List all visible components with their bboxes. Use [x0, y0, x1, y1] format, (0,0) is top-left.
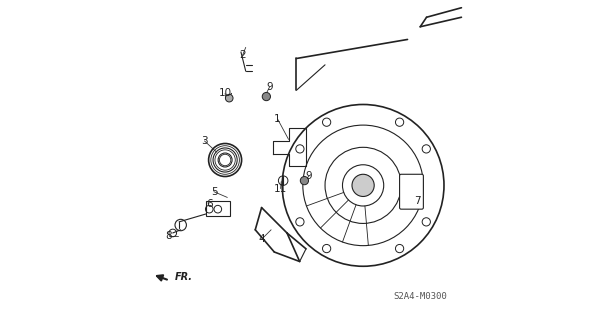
Text: 11: 11	[274, 184, 287, 194]
Circle shape	[262, 92, 271, 101]
Text: 4: 4	[258, 234, 265, 244]
Text: 9: 9	[306, 171, 313, 181]
Text: 1: 1	[274, 114, 281, 124]
Text: S2A4-M0300: S2A4-M0300	[394, 292, 447, 301]
Text: FR.: FR.	[174, 272, 192, 282]
Text: 10: 10	[218, 88, 232, 98]
Circle shape	[352, 174, 374, 196]
Text: 9: 9	[266, 82, 273, 92]
FancyBboxPatch shape	[206, 201, 230, 215]
Circle shape	[300, 177, 308, 185]
Text: 8: 8	[166, 231, 172, 241]
Text: 6: 6	[206, 199, 212, 209]
Text: 2: 2	[239, 50, 246, 60]
Text: 7: 7	[414, 196, 420, 206]
Text: 5: 5	[211, 187, 217, 197]
Circle shape	[225, 94, 233, 102]
Text: 3: 3	[201, 136, 208, 146]
FancyBboxPatch shape	[400, 174, 424, 209]
